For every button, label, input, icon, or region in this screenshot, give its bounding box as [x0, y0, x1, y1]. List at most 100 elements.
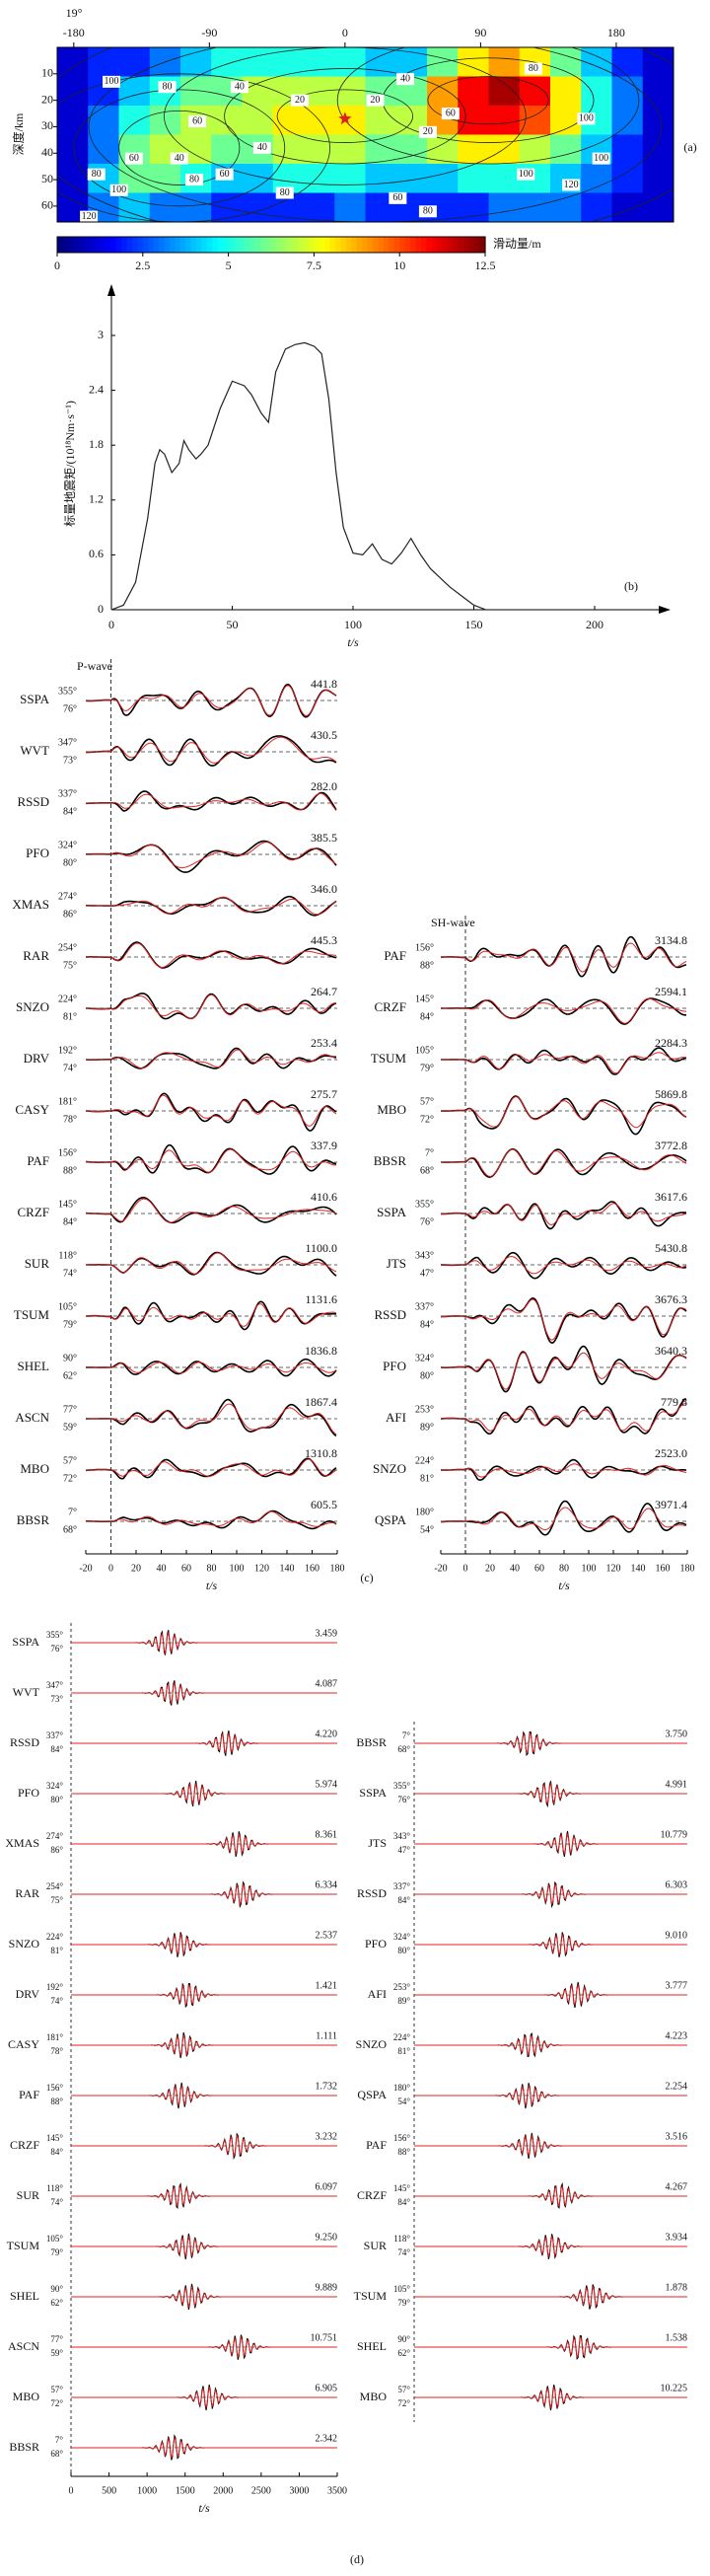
azimuth: 7° [68, 1507, 77, 1517]
distance: 88° [397, 2147, 410, 2157]
amplitude: 3.459 [316, 1628, 338, 1639]
x-tick-label: 60 [534, 1563, 544, 1574]
contour-label-bg [230, 81, 248, 94]
y-tick-label: 50 [41, 172, 53, 185]
colorbar-tick-label: 0 [54, 258, 60, 272]
azimuth: 254° [46, 1881, 64, 1891]
azimuth: 254° [58, 942, 77, 953]
colorbar-swatch [319, 237, 325, 253]
amplitude: 605.5 [311, 1498, 337, 1511]
amplitude: 1.878 [666, 2282, 688, 2293]
amplitude: 9.010 [666, 1930, 688, 1941]
y-tick-label: 2.4 [89, 382, 104, 396]
amplitude: 1310.8 [305, 1446, 337, 1460]
observed-waveform [441, 1251, 687, 1280]
distance: 75° [63, 960, 77, 971]
slip-cell [334, 134, 366, 165]
amplitude: 6.905 [316, 2383, 338, 2393]
station-name: TSUM [371, 1051, 407, 1066]
azimuth: 77° [63, 1404, 77, 1415]
contour-label-bg [441, 108, 460, 120]
contour-label-bg [562, 179, 581, 191]
observed-waveform [441, 1201, 687, 1230]
amplitude: 4.087 [316, 1678, 338, 1689]
colorbar-swatch [159, 237, 166, 253]
colorbar-swatch [212, 237, 219, 253]
synthetic-waveform [71, 1682, 336, 1705]
colorbar-swatch [62, 237, 69, 253]
azimuth: 324° [415, 1353, 434, 1363]
distance: 84° [63, 1216, 77, 1227]
x-tick-label: 2000 [213, 2485, 233, 2496]
distance: 59° [50, 2348, 63, 2358]
slip-cell [149, 192, 181, 222]
station-name: PAF [27, 1153, 49, 1168]
slip-cell [334, 164, 366, 193]
observed-waveform [441, 1500, 687, 1536]
synthetic-waveform [414, 2134, 686, 2157]
azimuth: 337° [393, 1881, 411, 1891]
station-name: SUR [17, 2188, 39, 2202]
contour-line [336, 47, 640, 165]
amplitude: 3.934 [666, 2232, 688, 2243]
slip-cell [427, 164, 459, 193]
synthetic-waveform [71, 2034, 336, 2056]
distance: 74° [63, 1063, 77, 1073]
distance: 86° [50, 1845, 63, 1855]
x-axis-label: t/s [198, 2501, 210, 2515]
synthetic-waveform [414, 2034, 686, 2055]
colorbar-swatch [362, 237, 369, 253]
amplitude: 385.5 [311, 831, 337, 845]
distance: 74° [50, 2197, 63, 2207]
synthetic-waveform [71, 1933, 336, 1955]
slip-cell [488, 192, 521, 222]
azimuth: 180° [393, 2083, 411, 2093]
slip-cell [642, 76, 674, 107]
azimuth: 90° [397, 2334, 410, 2344]
x-axis-label: t/s [347, 635, 359, 649]
amplitude: 1836.8 [305, 1344, 337, 1358]
colorbar-swatch [399, 237, 406, 253]
station-name: PFO [18, 1786, 39, 1800]
y-tick-label: 60 [41, 198, 53, 212]
synthetic-waveform [71, 2436, 336, 2460]
slip-cell [488, 76, 521, 107]
amplitude: 441.8 [311, 677, 337, 691]
synthetic-waveform [414, 2085, 686, 2106]
slip-cell [57, 164, 89, 193]
slip-cell [211, 106, 243, 135]
colorbar-swatch [110, 237, 117, 253]
station-name: CASY [15, 1102, 49, 1117]
station-name: CRZF [374, 999, 406, 1014]
slip-cell [149, 106, 181, 135]
x-tick-label: 20 [485, 1563, 495, 1574]
x-tick-label: 0 [108, 1563, 113, 1574]
colorbar-swatch [131, 237, 138, 253]
colorbar-swatch [206, 237, 213, 253]
azimuth: 105° [393, 2284, 411, 2294]
station-name: MBO [13, 2390, 40, 2403]
synthetic-waveform [414, 1833, 686, 1855]
colorbar-swatch [67, 237, 74, 253]
station-name: SHEL [357, 2339, 387, 2353]
contour-label-bg [418, 125, 437, 138]
synthetic-waveform [86, 896, 337, 916]
colorbar-swatch [190, 237, 197, 253]
azimuth: 7° [425, 1147, 434, 1158]
x-tick-label: 40 [510, 1563, 520, 1574]
colorbar-swatch [73, 237, 80, 253]
colorbar-tick-label: 7.5 [307, 258, 321, 272]
x-tick-label: 100 [344, 618, 362, 631]
contour-label-bg [517, 168, 535, 181]
distance: 84° [420, 1011, 434, 1022]
synthetic-waveform [414, 1933, 686, 1955]
distance: 74° [63, 1268, 77, 1279]
colorbar-swatch [335, 237, 342, 253]
contour-label: 80 [189, 174, 199, 184]
slip-cell [581, 164, 612, 193]
azimuth: 224° [393, 2032, 411, 2042]
synthetic-waveform [441, 997, 686, 1024]
station-name: ASCN [15, 1410, 49, 1425]
slip-cell [242, 106, 274, 135]
corner-label: 19° [66, 6, 83, 20]
